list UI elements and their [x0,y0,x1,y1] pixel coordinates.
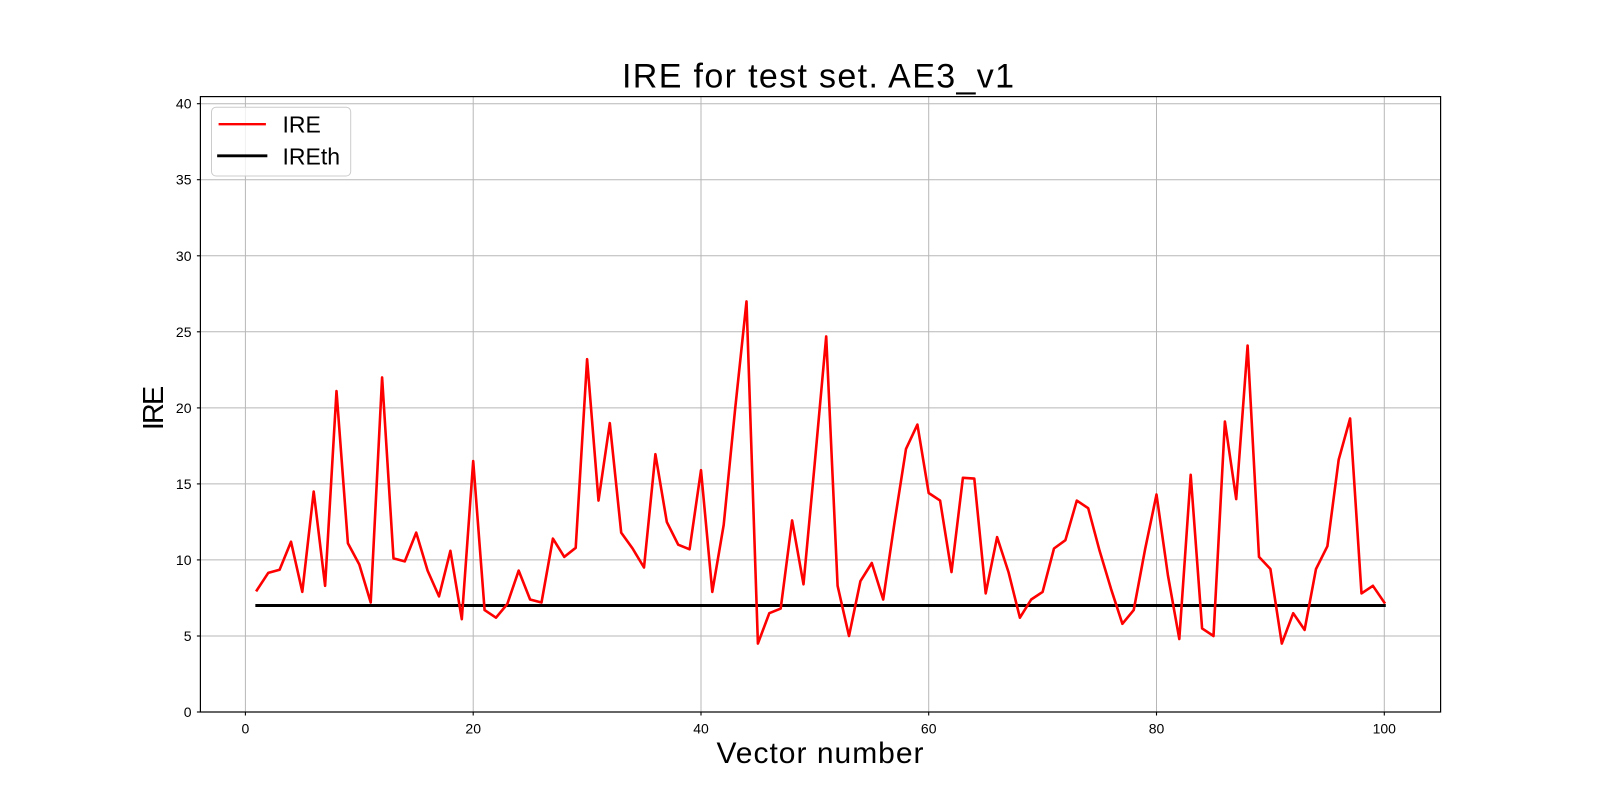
svg-text:15: 15 [176,476,192,492]
svg-text:30: 30 [176,248,192,264]
svg-text:100: 100 [1373,721,1397,737]
svg-text:35: 35 [176,172,192,188]
svg-text:10: 10 [176,552,192,568]
svg-text:20: 20 [176,400,192,416]
svg-text:Vector number: Vector number [716,737,924,770]
svg-text:0: 0 [184,704,192,720]
svg-text:IRE: IRE [138,386,170,430]
svg-text:25: 25 [176,324,192,340]
svg-text:20: 20 [465,721,481,737]
svg-text:40: 40 [693,721,709,737]
svg-text:IRE: IRE [283,112,321,138]
svg-text:0: 0 [242,721,250,737]
svg-text:IRE for test set. AE3_v1: IRE for test set. AE3_v1 [622,57,1015,95]
svg-text:40: 40 [176,96,192,112]
svg-text:80: 80 [1149,721,1165,737]
svg-text:60: 60 [921,721,937,737]
svg-text:IREth: IREth [283,143,341,169]
svg-text:5: 5 [184,628,192,644]
